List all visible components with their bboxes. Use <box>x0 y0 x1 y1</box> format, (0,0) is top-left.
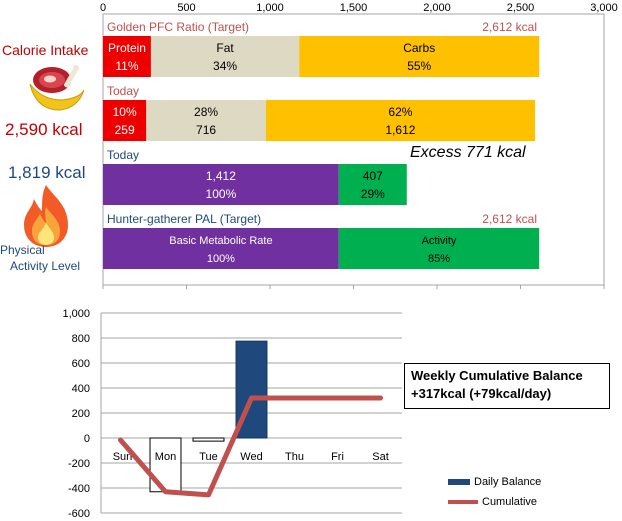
x-category-label: Sun <box>113 451 133 463</box>
bar-segment <box>103 36 151 77</box>
x-category-label: Sat <box>372 451 389 463</box>
meat-and-banana-icon <box>29 65 85 111</box>
y-tick-label: -600 <box>68 508 90 520</box>
segment-value-label: 100% <box>207 253 235 265</box>
segment-label: 62% <box>388 105 412 119</box>
calorie-intake-label: Calorie Intake <box>2 42 89 58</box>
legend-swatch-cumulative <box>448 500 478 504</box>
legend-swatch-daily <box>448 479 470 485</box>
x-tick-label: 2,500 <box>507 2 535 14</box>
row-label: Hunter-gatherer PAL (Target) <box>107 212 261 226</box>
pal-label-line1: Physical <box>0 243 45 257</box>
row-total-label: 2,612 kcal <box>482 212 537 226</box>
legend-item-cumulative: Cumulative <box>448 492 541 512</box>
legend-item-daily: Daily Balance <box>448 472 541 492</box>
legend: Daily Balance Cumulative <box>448 472 541 512</box>
bar-segment <box>338 164 407 205</box>
segment-label: 28% <box>194 105 218 119</box>
pfc-pal-chart: 0 500 1,000 1,500 2,000 2,500 3,000 Golden PFC … <box>100 2 618 289</box>
bar-segment <box>103 164 339 205</box>
segment-label: Basic Metabolic Rate <box>169 235 272 247</box>
segment-label: 1,412 <box>206 169 236 183</box>
burn-value: 1,819 kcal <box>8 163 86 182</box>
bar-segment <box>338 228 540 269</box>
segment-label: Protein <box>108 41 146 55</box>
daily-balance-bar <box>192 437 225 442</box>
segment-label: Activity <box>422 235 457 247</box>
bar-segment <box>150 36 300 77</box>
excess-annotation: Excess 771 kcal <box>410 144 526 161</box>
segment-value-label: 29% <box>361 187 385 201</box>
segment-value-label: 11% <box>115 59 138 73</box>
x-tick-label: 1,500 <box>340 2 368 14</box>
bar-segment <box>103 100 147 141</box>
segment-value-label: 259 <box>115 123 135 137</box>
y-tick-label: -200 <box>68 458 90 470</box>
bar-segment <box>103 228 339 269</box>
y-tick-label: 200 <box>72 408 90 420</box>
segment-value-label: 1,612 <box>385 123 415 137</box>
x-tick-label: 3,000 <box>590 2 618 14</box>
calorie-intake-value: 2,590 kcal <box>5 120 83 139</box>
segment-value-label: 716 <box>196 123 216 137</box>
bar-segment <box>146 100 266 141</box>
row-label: Golden PFC Ratio (Target) <box>107 20 249 34</box>
segment-label: 10% <box>113 105 137 119</box>
segment-value-label: 85% <box>428 253 450 265</box>
x-tick-label: 0 <box>100 2 106 14</box>
segment-label: Carbs <box>403 41 435 55</box>
summary-title: Weekly Cumulative Balance <box>411 368 583 383</box>
x-tick-label: 1,000 <box>256 2 284 14</box>
fire-icon <box>24 185 68 247</box>
bar-segment <box>265 100 536 141</box>
daily-balance-bar <box>149 437 182 493</box>
x-category-label: Thu <box>285 451 304 463</box>
segment-value-label: 100% <box>206 187 237 201</box>
cumulative-line <box>118 395 383 498</box>
row-label: Today <box>107 84 139 98</box>
x-category-label: Mon <box>155 451 176 463</box>
x-tick-label: 2,000 <box>423 2 451 14</box>
y-tick-label: -400 <box>68 483 90 495</box>
x-tick-label: 500 <box>177 2 195 14</box>
summary-value: +317kcal (+79kcal/day) <box>411 386 552 401</box>
legend-label-cumulative: Cumulative <box>482 496 538 508</box>
x-category-label: Fri <box>331 451 344 463</box>
y-tick-label: 800 <box>72 333 90 345</box>
y-tick-label: 1,000 <box>62 308 90 320</box>
segment-label: 407 <box>363 169 383 183</box>
segment-value-label: 34% <box>213 59 237 73</box>
y-tick-label: 600 <box>72 358 90 370</box>
segment-value-label: 55% <box>407 59 431 73</box>
weekly-balance-chart: 1,000 800 600 400 200 0 -200 -400 -600 Sun Mon Tue W… <box>62 308 402 520</box>
bar-segment <box>299 36 540 77</box>
weekly-summary-box: Weekly Cumulative Balance +317kcal (+79k… <box>404 363 610 409</box>
row-label: Today <box>107 148 139 162</box>
y-tick-label: 400 <box>72 383 90 395</box>
legend-label-daily: Daily Balance <box>474 476 542 488</box>
pal-label: Physical Activity Level <box>0 242 80 274</box>
x-category-label: Wed <box>240 451 262 463</box>
pal-label-line2: Activity Level <box>10 259 81 273</box>
y-tick-label: 0 <box>84 433 90 445</box>
x-category-label: Tue <box>199 451 218 463</box>
row-total-label: 2,612 kcal <box>482 20 537 34</box>
segment-label: Fat <box>216 41 234 55</box>
